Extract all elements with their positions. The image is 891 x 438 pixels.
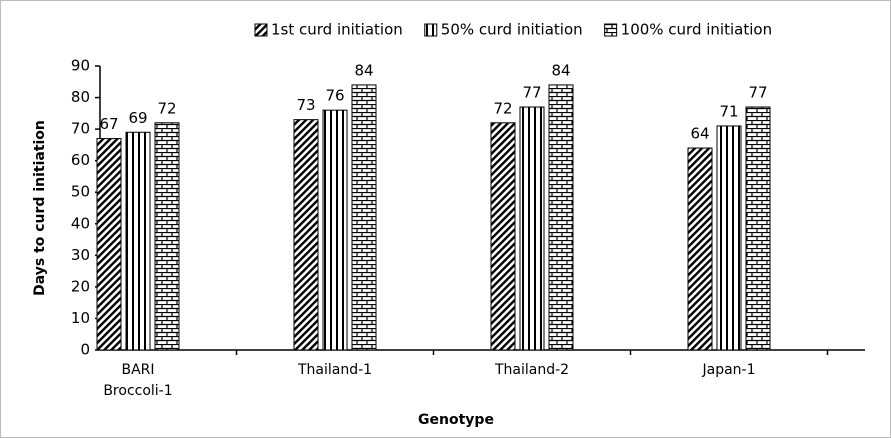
y-tick-label: 70: [71, 120, 90, 138]
data-label: 73: [296, 96, 315, 114]
bar: [519, 106, 545, 351]
y-tick-label: 50: [71, 183, 90, 201]
legend-swatch: [254, 23, 268, 37]
y-tick-label: 80: [71, 88, 90, 106]
legend-swatch: [604, 23, 618, 37]
x-tick-label: Thailand-1: [297, 362, 373, 378]
legend-label: 100% curd initiation: [621, 21, 772, 39]
data-label: 69: [128, 109, 147, 127]
x-tick-label: Japan-1: [702, 362, 756, 378]
y-tick-label: 20: [71, 277, 90, 295]
bar: [96, 138, 122, 351]
bar: [351, 84, 377, 351]
data-label: 77: [748, 84, 767, 102]
x-tick-label: Thailand-2: [494, 362, 570, 378]
bar: [716, 125, 742, 351]
x-tick-label: BARI Broccoli-1: [103, 362, 173, 399]
bar: [548, 84, 574, 351]
data-label: 71: [719, 102, 738, 120]
bar: [293, 119, 319, 351]
y-tick-label: 90: [71, 57, 90, 75]
y-tick-label: 30: [71, 246, 90, 264]
data-label: 76: [325, 87, 344, 105]
data-label: 67: [99, 115, 118, 133]
data-label: 84: [551, 61, 570, 79]
bar: [745, 106, 771, 351]
y-tick-label: 10: [71, 309, 90, 327]
legend-label: 50% curd initiation: [441, 21, 583, 39]
bar: [687, 147, 713, 351]
bar: [125, 131, 151, 351]
y-axis-label: Days to curd initiation: [32, 120, 48, 296]
x-axis-label: Genotype: [418, 412, 494, 428]
data-label: 72: [157, 99, 176, 117]
y-tick-label: 60: [71, 151, 90, 169]
bar: [154, 122, 180, 351]
data-label: 64: [690, 125, 709, 143]
data-label: 72: [493, 99, 512, 117]
y-tick-label: 40: [71, 214, 90, 232]
legend-swatch: [424, 23, 438, 37]
legend-label: 1st curd initiation: [271, 21, 403, 39]
bar: [490, 122, 516, 351]
y-tick-label: 0: [80, 341, 90, 359]
data-label: 77: [522, 84, 541, 102]
data-label: 84: [354, 61, 373, 79]
bar: [322, 109, 348, 351]
